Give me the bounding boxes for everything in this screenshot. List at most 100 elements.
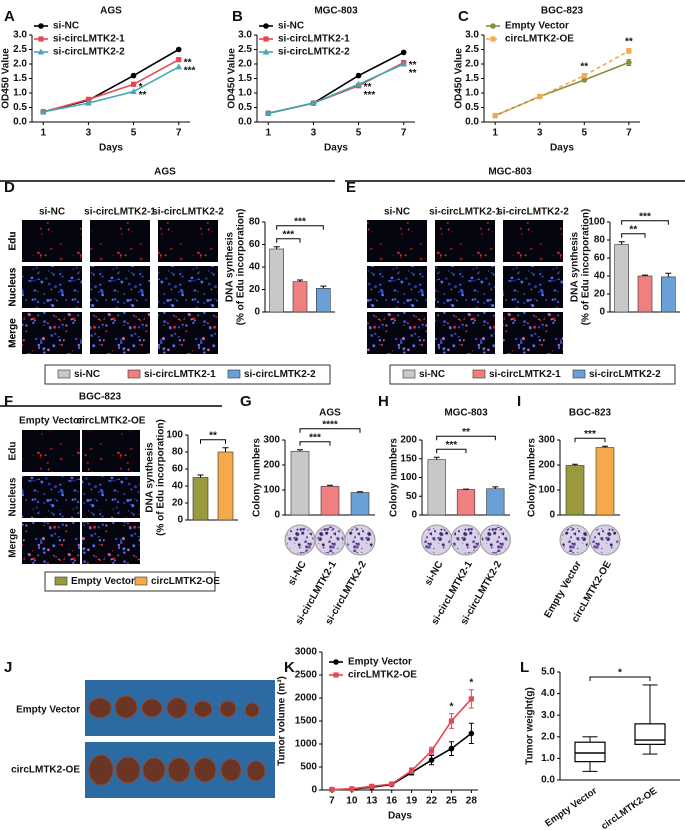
significance-label: ***	[445, 440, 457, 451]
legend-swatch	[227, 369, 241, 379]
chart-title: MGC-803	[444, 408, 488, 419]
legend-label: si-NC	[419, 369, 445, 380]
y-tick-label: 1.5	[238, 73, 252, 84]
legend-swatch	[572, 369, 586, 379]
x-tick-label: 10	[346, 796, 358, 807]
y-axis-label: Tumor weight(g)	[525, 687, 536, 765]
legend-swatch	[134, 576, 148, 586]
error-bar	[492, 486, 499, 489]
micrograph	[22, 522, 80, 564]
micrograph	[158, 266, 218, 308]
x-tick-label: si-NC	[423, 559, 446, 587]
legend-label: Empty Vector	[71, 576, 135, 587]
colony-dish-stain	[346, 526, 374, 554]
marker	[355, 72, 362, 79]
legend-label: si-circLMTK2-1	[489, 369, 561, 380]
y-tick-label: 3.0	[541, 710, 555, 721]
y-tick-label: 0	[274, 510, 280, 521]
significance-label: ***	[294, 216, 306, 227]
column-label: si-NC	[39, 207, 65, 218]
legend-label: Empty Vector	[348, 657, 412, 668]
bar	[595, 447, 615, 516]
row-label: Nucleus	[8, 477, 19, 516]
x-axis-label: Days	[388, 811, 412, 822]
marker	[355, 80, 362, 87]
tumor	[142, 757, 166, 783]
y-tick-label: 1.5	[465, 73, 479, 84]
marker	[130, 81, 137, 87]
significance-bracket	[200, 439, 226, 444]
row-label: Merge	[8, 318, 19, 348]
box	[574, 741, 606, 763]
marker	[490, 36, 496, 42]
y-axis-label: DNA synthesis	[570, 231, 581, 302]
significance-label: ***	[584, 429, 596, 440]
y-tick-label: 4.0	[541, 688, 555, 699]
legend-label: si-circLMTK2-1	[53, 34, 125, 45]
x-tick-label: 3	[86, 128, 92, 139]
annotation: **	[409, 60, 417, 71]
y-axis-label: Colony numbers	[527, 438, 538, 517]
y-tick-label: 60	[172, 464, 184, 475]
significance-label: ****	[322, 419, 338, 430]
bar	[192, 477, 209, 521]
tumor	[219, 700, 237, 718]
y-tick-label: 40	[172, 481, 184, 492]
significance-label: ***	[309, 432, 321, 443]
micrograph	[22, 312, 82, 354]
x-axis-label: Days	[324, 143, 348, 154]
annotation: *	[449, 701, 453, 712]
y-tick-label: 1.5	[13, 73, 27, 84]
legend-label: si-circLMTK2-2	[278, 47, 350, 58]
legend-swatch	[57, 369, 71, 379]
legend-label: si-NC	[53, 21, 79, 32]
bar	[320, 485, 340, 516]
column-label: Empty Vector	[19, 416, 83, 427]
tumors-row-1	[88, 695, 260, 719]
significance-label: ***	[639, 211, 651, 222]
y-tick-label: 0.0	[238, 117, 252, 128]
legend-label: circLMTK2-OE	[505, 34, 574, 45]
x-tick-label: 1	[266, 128, 272, 139]
y-tick-label: 1000	[295, 739, 318, 750]
marker	[428, 748, 435, 754]
row-label: Nucleus	[8, 267, 19, 306]
legend-swatch	[402, 369, 416, 379]
significance-bracket	[299, 441, 331, 446]
colony-dish-stain	[591, 526, 619, 554]
marker	[626, 59, 632, 66]
annotation: **	[625, 36, 633, 47]
colony-dish-stain	[452, 526, 480, 554]
marker	[333, 672, 339, 678]
tumor	[114, 695, 138, 719]
series-line	[494, 50, 630, 117]
error-bar	[320, 285, 327, 289]
micrograph	[82, 522, 140, 564]
bar	[614, 244, 629, 313]
legend-swatch	[472, 369, 486, 379]
y-tick-label: 40	[249, 262, 261, 273]
legend-label: circLMTK2-OE	[348, 670, 417, 681]
marker	[626, 48, 632, 54]
y-tick-label: 100	[166, 430, 183, 441]
marker	[468, 730, 475, 737]
x-tick-label: 25	[446, 796, 458, 807]
x-tick-label: 5	[131, 128, 137, 139]
row-label: Edu	[8, 232, 19, 251]
tumor	[167, 757, 191, 783]
y-tick-label: 2.5	[465, 44, 479, 55]
column-label: si-circLMTK2-2	[497, 207, 569, 218]
micrograph	[435, 312, 495, 354]
series-line	[43, 66, 180, 113]
error-bar	[572, 463, 578, 466]
y-tick-label: 3.0	[238, 30, 252, 41]
tumors-row-2	[88, 754, 266, 786]
panel-letter: G	[240, 393, 252, 410]
bar	[565, 465, 585, 516]
marker	[39, 108, 47, 115]
panel-letter: H	[378, 393, 389, 410]
significance-label: **	[462, 427, 470, 438]
y-tick-label: 100	[400, 472, 417, 483]
legend-label: si-circLMTK2-1	[144, 369, 216, 380]
